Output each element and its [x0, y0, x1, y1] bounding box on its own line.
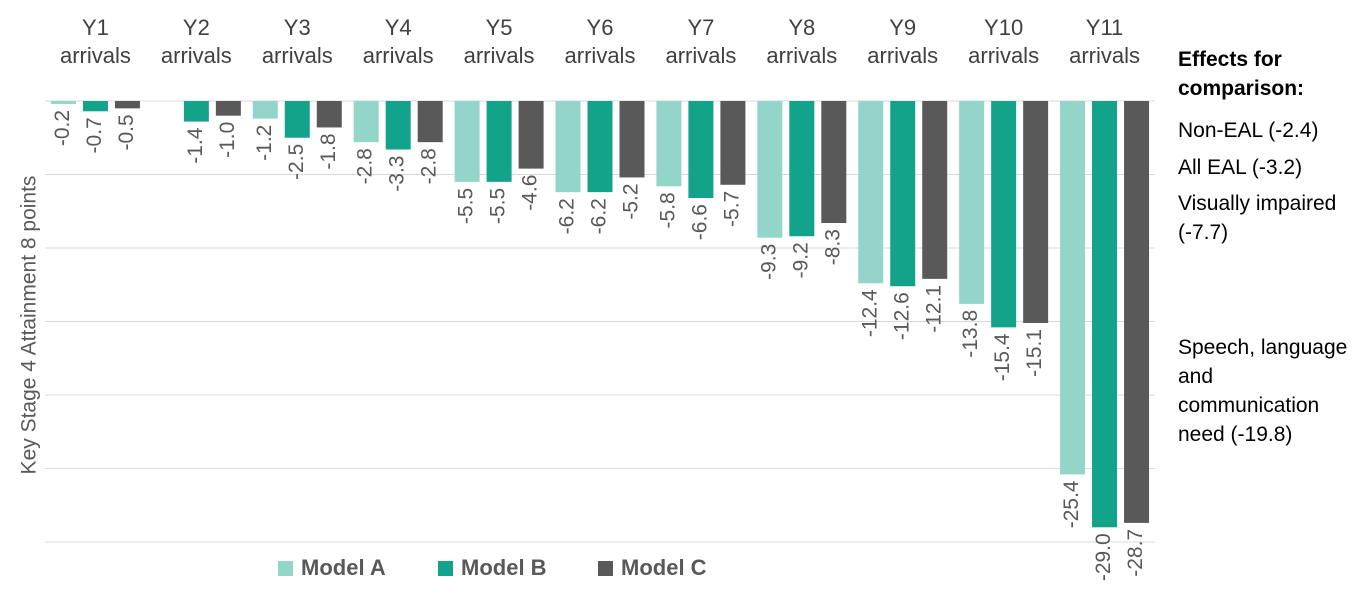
bar — [688, 101, 714, 199]
data-label: -5.5 — [487, 188, 510, 224]
x-tick-label: Y4 arrivals — [362, 15, 434, 68]
data-label: -3.3 — [386, 156, 409, 192]
bar — [991, 101, 1017, 328]
data-label: -1.4 — [184, 127, 207, 164]
data-label: -2.5 — [285, 144, 308, 180]
bar — [215, 101, 241, 116]
data-label: -5.5 — [455, 188, 478, 224]
bar — [518, 101, 544, 169]
data-label: -9.2 — [789, 242, 812, 278]
y-axis-title: Key Stage 4 Attainment 8 points — [18, 176, 41, 475]
bar — [720, 101, 746, 185]
bar — [50, 101, 76, 104]
bar — [353, 101, 379, 143]
data-label: -5.7 — [720, 191, 743, 227]
data-label: -28.7 — [1124, 529, 1147, 577]
annotation-item: Non-EAL (-2.4) — [1178, 119, 1319, 142]
x-tick-label: Y7 arrivals — [665, 15, 737, 68]
bar — [1092, 101, 1118, 528]
data-label: -12.6 — [890, 292, 913, 340]
data-label: -1.0 — [216, 122, 239, 158]
bar — [656, 101, 682, 187]
data-label: -8.3 — [821, 229, 844, 265]
data-label: -25.4 — [1060, 480, 1083, 528]
bar — [959, 101, 985, 304]
data-label: -6.2 — [588, 198, 611, 234]
legend-swatch — [278, 561, 293, 576]
bar — [821, 101, 847, 224]
data-label: -6.6 — [688, 204, 711, 240]
data-label: -1.2 — [253, 125, 276, 161]
data-label: -0.2 — [51, 110, 74, 146]
bar — [922, 101, 948, 279]
bar — [1023, 101, 1049, 323]
x-tick-label: Y11 arrivals — [1069, 15, 1140, 68]
data-label: -12.4 — [858, 289, 881, 337]
data-label: -15.4 — [991, 333, 1014, 381]
legend-label: Model C — [621, 555, 707, 580]
data-label: -29.0 — [1092, 533, 1115, 581]
data-label: -5.8 — [656, 192, 679, 228]
bar — [858, 101, 884, 284]
bar — [1124, 101, 1150, 523]
bar — [284, 101, 310, 138]
x-tick-label: Y2 arrivals — [160, 15, 232, 68]
data-label: -2.8 — [418, 148, 441, 184]
bar — [385, 101, 411, 150]
x-tick-label: Y3 arrivals — [261, 15, 333, 68]
bar — [789, 101, 815, 237]
bar — [252, 101, 278, 119]
bar — [183, 101, 209, 122]
legend-swatch — [598, 561, 613, 576]
bar — [417, 101, 443, 143]
data-label: -0.7 — [83, 117, 106, 153]
annotation-item: Speech, language and communication need … — [1178, 336, 1348, 446]
annotation-item: Visually impaired (-7.7) — [1178, 192, 1337, 244]
x-tick-label: Y1 arrivals — [60, 15, 131, 68]
x-tick-label: Y9 arrivals — [867, 15, 939, 68]
legend-label: Model A — [301, 555, 386, 580]
x-tick-label: Y5 arrivals — [463, 15, 535, 68]
data-label: -15.1 — [1023, 329, 1046, 377]
data-label: -5.2 — [620, 183, 643, 219]
legend-swatch — [438, 561, 453, 576]
data-label: -0.5 — [115, 114, 138, 150]
bar — [619, 101, 645, 178]
bar — [757, 101, 783, 238]
data-label: -1.8 — [317, 133, 340, 169]
data-label: -2.8 — [354, 148, 377, 184]
data-label: -6.2 — [556, 198, 579, 234]
annotation-title: Effects for comparison: — [1178, 48, 1305, 100]
annotation-item: All EAL (-3.2) — [1178, 156, 1303, 179]
x-tick-label: Y6 arrivals — [564, 15, 636, 68]
x-tick-label: Y8 arrivals — [766, 15, 838, 68]
bar — [316, 101, 342, 128]
x-tick-label: Y10 arrivals — [968, 15, 1040, 68]
data-label: -4.6 — [519, 175, 542, 211]
bar — [890, 101, 916, 287]
bar — [486, 101, 512, 182]
bar — [555, 101, 581, 193]
legend-label: Model B — [461, 555, 547, 580]
bar — [114, 101, 140, 109]
data-label: -13.8 — [959, 310, 982, 358]
bar — [587, 101, 613, 193]
bar — [454, 101, 480, 182]
bar — [1060, 101, 1086, 475]
data-label: -12.1 — [922, 285, 945, 333]
bar — [82, 101, 108, 112]
data-label: -9.3 — [757, 244, 780, 280]
